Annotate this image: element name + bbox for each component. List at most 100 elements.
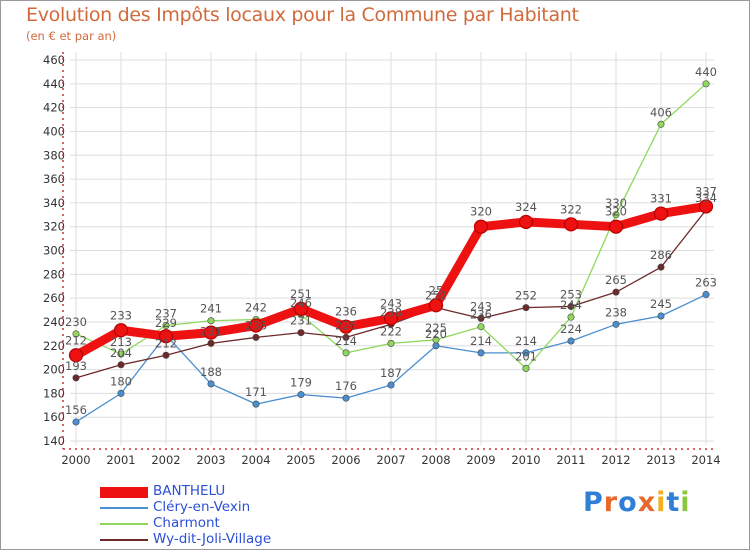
y-tick-label: 180 (43, 386, 65, 400)
y-tick-label: 260 (43, 291, 65, 305)
data-point (203, 325, 219, 340)
data-label: 320 (605, 205, 627, 219)
data-label: 252 (425, 289, 447, 303)
data-label: 233 (110, 308, 132, 322)
data-point (522, 364, 530, 372)
y-tick-label: 340 (43, 196, 65, 210)
data-point (338, 319, 354, 334)
data-point (342, 394, 350, 402)
data-label: 440 (695, 65, 717, 79)
data-label: 244 (560, 298, 582, 312)
data-label: 406 (650, 105, 672, 119)
data-label: 212 (155, 336, 177, 350)
chart-title: Evolution des Impôts locaux pour la Comm… (26, 4, 579, 26)
y-tick-label: 460 (43, 53, 65, 67)
data-point (653, 206, 669, 221)
x-tick-label: 2007 (376, 453, 405, 467)
y-tick-label: 380 (43, 148, 65, 162)
legend-swatch (100, 539, 148, 541)
x-tick-label: 2003 (196, 453, 225, 467)
data-point (117, 361, 125, 369)
data-label: 322 (560, 202, 582, 216)
data-label: 225 (425, 321, 447, 335)
data-point (72, 330, 80, 338)
y-tick-label: 140 (43, 434, 65, 448)
data-label: 286 (650, 248, 672, 262)
data-point (68, 348, 84, 363)
data-point (162, 351, 170, 359)
data-point (563, 217, 579, 232)
x-tick-label: 2001 (106, 453, 135, 467)
data-label: 324 (515, 200, 537, 214)
x-tick-label: 2004 (241, 453, 270, 467)
y-tick-label: 420 (43, 101, 65, 115)
data-point (117, 350, 125, 358)
data-label: 226 (335, 318, 357, 332)
axes: 140 160 180 200 220 240 260 280 300 320 340 360 380 4… (43, 52, 721, 467)
data-point (432, 336, 440, 344)
data-point (567, 313, 575, 321)
data-point (608, 219, 624, 234)
data-label: 236 (470, 308, 492, 322)
data-point (297, 329, 305, 337)
data-point (567, 337, 575, 345)
data-point (428, 298, 444, 313)
data-point (612, 288, 620, 296)
data-label: 243 (380, 296, 402, 310)
data-point (207, 380, 215, 388)
data-label: 214 (335, 334, 357, 348)
logo-letter: x (637, 487, 657, 518)
x-tick-label: 2013 (646, 453, 675, 467)
data-label: 187 (380, 366, 402, 380)
data-point (473, 219, 489, 234)
y-tick-label: 300 (43, 244, 65, 258)
data-label: 231 (290, 314, 312, 328)
data-point (248, 318, 264, 333)
data-point (387, 339, 395, 347)
data-point (657, 120, 665, 128)
legend-label: Charmont (153, 515, 220, 531)
logo-letter: i (656, 487, 667, 518)
data-label: 238 (245, 318, 267, 332)
legend-swatch (100, 507, 148, 509)
x-tick-label: 2000 (61, 453, 90, 467)
data-label: 212 (65, 333, 87, 347)
data-point (657, 263, 665, 271)
data-point (72, 418, 80, 426)
data-label: 204 (110, 346, 132, 360)
data-point (342, 333, 350, 341)
chart-subtitle: (en € et par an) (26, 29, 117, 43)
data-label: 229 (155, 316, 177, 330)
x-tick-label: 2002 (151, 453, 180, 467)
data-label: 241 (200, 302, 222, 316)
data-point (567, 302, 575, 310)
x-tick-label: 2010 (511, 453, 540, 467)
data-label: 230 (65, 315, 87, 329)
x-tick-label: 2014 (691, 453, 720, 467)
data-label: 213 (110, 335, 132, 349)
data-point (383, 311, 399, 326)
data-label: 246 (290, 296, 312, 310)
y-tick-label: 320 (43, 220, 65, 234)
data-label: 236 (335, 305, 357, 319)
data-label: 180 (110, 374, 132, 388)
data-point (518, 214, 534, 230)
data-point (657, 312, 665, 320)
data-label: 193 (65, 359, 87, 373)
data-label: 222 (380, 324, 402, 338)
data-point (432, 342, 440, 350)
legend-label: BANTHELU (153, 483, 226, 499)
data-label: 220 (425, 327, 447, 341)
legend-swatch (100, 486, 148, 498)
data-label: 238 (605, 305, 627, 319)
data-label: 330 (605, 196, 627, 210)
data-label: 224 (560, 322, 582, 336)
data-label: 201 (515, 349, 537, 363)
x-tick-label: 2011 (556, 453, 585, 467)
data-label: 176 (335, 379, 357, 393)
data-point (293, 301, 309, 316)
data-label: 265 (605, 273, 627, 287)
y-tick-label: 360 (43, 172, 65, 186)
